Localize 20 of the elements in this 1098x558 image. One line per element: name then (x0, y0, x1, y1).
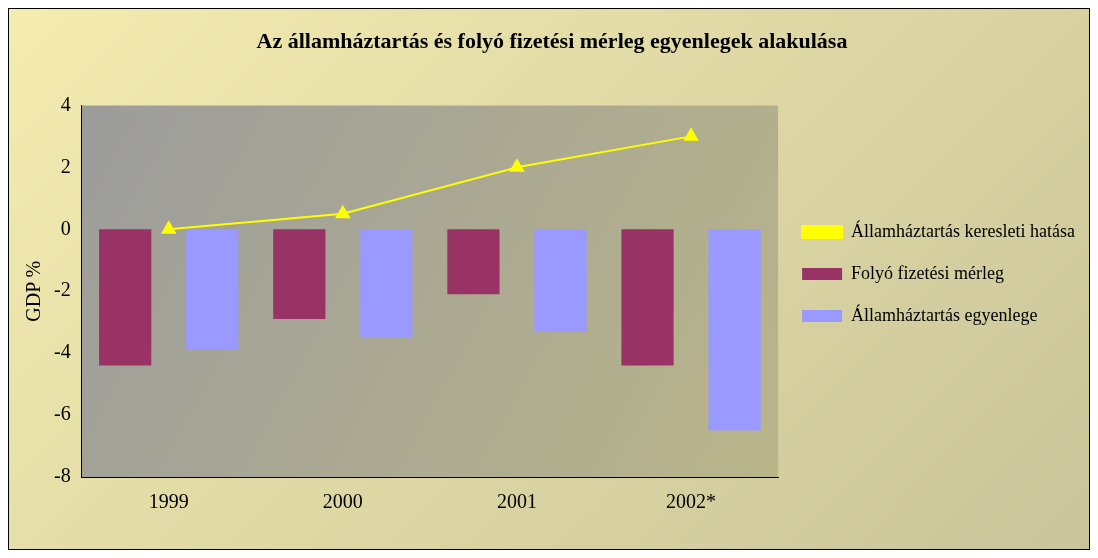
y-tick-label: 0 (60, 216, 71, 239)
x-tick-label: 1999 (148, 490, 189, 513)
y-axis-title: GDP % (22, 260, 45, 322)
x-tick-label: 2002* (666, 490, 717, 513)
y-tick-label: 4 (60, 92, 71, 115)
legend-label: Államháztartás egyenlege (851, 303, 1038, 325)
y-tick-label: -2 (53, 278, 71, 301)
y-tick-label: 2 (60, 154, 71, 177)
point (683, 128, 699, 141)
legend-label: Államháztartás keresleti hatása (851, 219, 1076, 241)
point (509, 159, 524, 172)
x-tick-label: 2001 (496, 490, 537, 513)
y-tick-label: -4 (53, 340, 71, 363)
chart-title: Az államháztartás és folyó fizetési mérleg egyenlegek alakulása (256, 27, 848, 53)
y-tick-label: -6 (53, 402, 71, 425)
legend-label: Folyó fizetési mérleg (851, 262, 1005, 283)
x-tick-label: 2000 (322, 490, 363, 513)
point (335, 205, 350, 219)
point (161, 221, 176, 234)
y-tick-label: -8 (53, 464, 71, 487)
